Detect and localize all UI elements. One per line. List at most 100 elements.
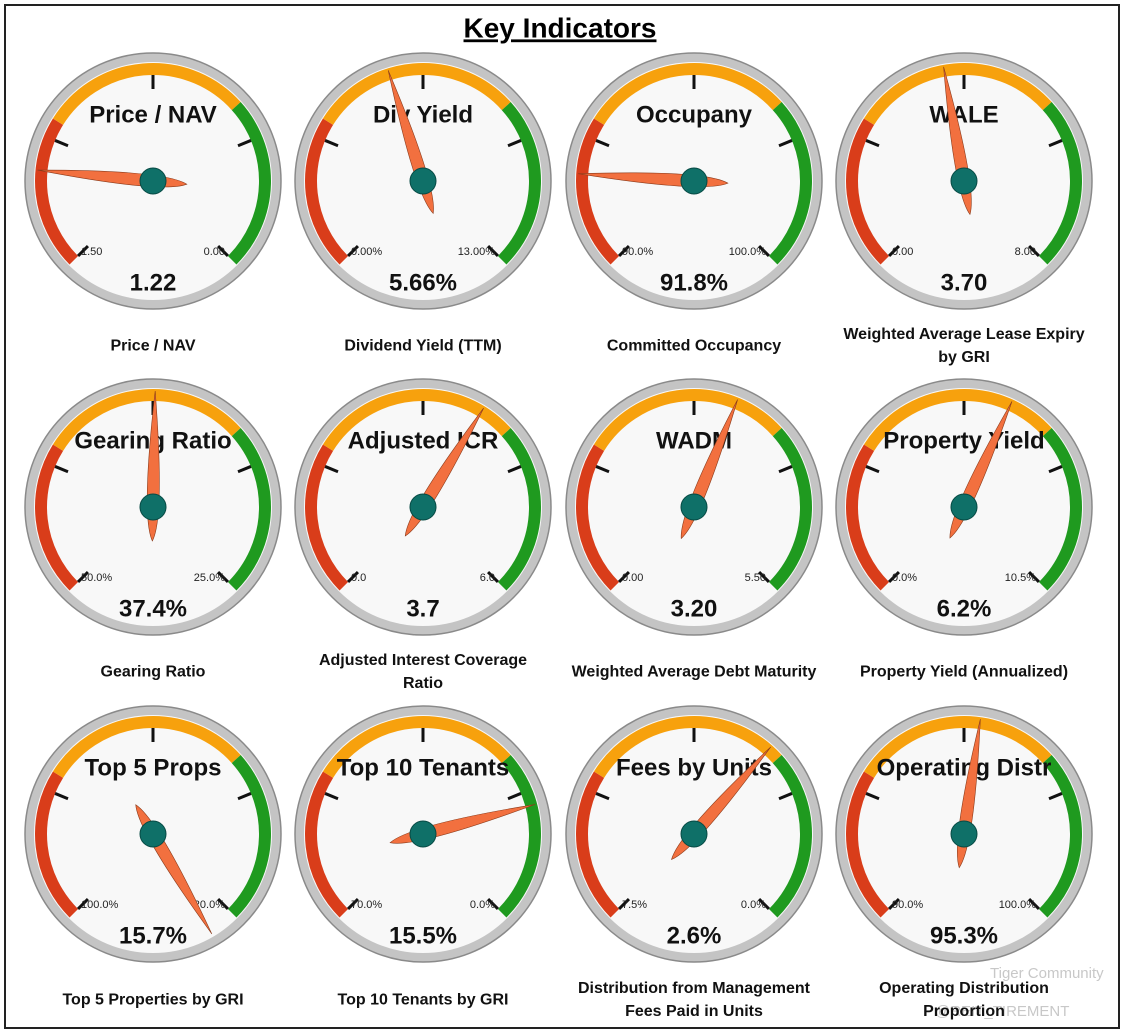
gauge-tick [216, 570, 230, 584]
page-title: Key Indicators [464, 12, 657, 43]
gauge-tick [507, 792, 522, 801]
gauge-title: WALE [929, 101, 998, 128]
gauge-tick [54, 465, 69, 474]
gauge-hub [950, 493, 978, 521]
gauge-title: Top 10 Tenants [337, 754, 509, 781]
gauge-max-label: 10.5% [1005, 572, 1036, 584]
gauge-min-label: 0.0% [892, 572, 917, 584]
gauge-hub [139, 167, 167, 195]
gauge-tick [757, 570, 771, 584]
gauge-hub [680, 493, 708, 521]
gauge-max-label: 13.00% [458, 246, 496, 258]
gauge-max-label: 8.00 [1015, 246, 1036, 258]
gauge-tick [507, 465, 522, 474]
gauge-band [322, 716, 511, 778]
gauge-band [227, 102, 271, 265]
gauge-min-label: 1.50 [81, 246, 102, 258]
gauge-caption: Top 5 Properties by GRI [62, 991, 244, 1009]
gauge-max-label: 0.00 [204, 246, 225, 258]
gauge-band [863, 389, 1052, 451]
gauge-band [305, 771, 349, 918]
gauge-min-label: 50.0% [81, 572, 112, 584]
gauge-band [768, 755, 812, 918]
gauge-tick [324, 792, 339, 801]
gauge-value-label: 3.70 [941, 269, 988, 296]
gauge-caption: Gearing Ratio [100, 663, 206, 681]
gauge-tick [595, 139, 610, 148]
gauge-hub [950, 167, 978, 195]
gauge-min-label: 90.0% [622, 246, 653, 258]
gauge-band [1038, 428, 1082, 591]
gauge-band [863, 716, 1052, 778]
gauge-hub [139, 820, 167, 848]
gauge-tick [1048, 792, 1063, 801]
gauge-hub [139, 493, 167, 521]
gauge-tick [757, 897, 771, 911]
gauge-band [768, 102, 812, 265]
gauge-tick [595, 465, 610, 474]
gauge-tick [346, 244, 360, 258]
gauge-tick [216, 244, 230, 258]
gauge-caption: Top 10 Tenants by GRI [337, 991, 509, 1009]
gauge-tick [54, 792, 69, 801]
gauge-hub [409, 820, 437, 848]
gauge-title: Property Yield [883, 427, 1044, 454]
gauge-band [305, 118, 349, 265]
gauge-value-label: 37.4% [119, 595, 187, 622]
gauge-hub [409, 493, 437, 521]
gauge-tick [76, 897, 90, 911]
gauge-tick [778, 139, 793, 148]
gauge-min-label: 0.00 [622, 572, 643, 584]
gauge-min-label: 0.00 [892, 246, 913, 258]
gauge-title: Price / NAV [89, 101, 217, 128]
gauge-band [305, 444, 349, 591]
gauge-tick [617, 570, 631, 584]
gauge-band [768, 428, 812, 591]
gauge-band [35, 444, 79, 591]
gauge-value-label: 1.22 [130, 269, 177, 296]
gauge-caption: Price / NAV [110, 337, 196, 355]
gauge-min-label: 0.00% [351, 246, 382, 258]
gauge-caption: Dividend Yield (TTM) [344, 337, 502, 355]
gauge-tick [76, 244, 90, 258]
gauge-tick [865, 792, 880, 801]
gauge-band [227, 428, 271, 591]
gauge-value-label: 3.20 [671, 595, 718, 622]
gauge-tick [1027, 244, 1041, 258]
gauge-band [576, 444, 620, 591]
gauge-band [863, 63, 1052, 125]
gauge-band [35, 118, 79, 265]
gauge-tick [865, 139, 880, 148]
gauge-band [576, 771, 620, 918]
gauge-max-label: 5.50 [745, 572, 766, 584]
gauge-min-label: 90.0% [892, 899, 923, 911]
gauge-band [497, 102, 541, 265]
gauge-caption: Adjusted Interest Coverage Ratio [318, 652, 528, 692]
gauge-tick [865, 465, 880, 474]
gauge-tick [595, 792, 610, 801]
watermark: Tiger Community [990, 965, 1104, 982]
gauge-tick [1048, 139, 1063, 148]
gauge-tick [887, 570, 901, 584]
gauge-band [227, 755, 271, 918]
gauge-min-label: 7.5% [622, 899, 647, 911]
gauge-band [846, 771, 890, 918]
gauge-value-label: 3.7 [406, 595, 439, 622]
gauge-tick [887, 897, 901, 911]
gauge-value-label: 95.3% [930, 922, 998, 949]
gauge-band [593, 716, 782, 778]
gauge-hub [409, 167, 437, 195]
gauge-band [1038, 755, 1082, 918]
gauge-min-label: 70.0% [351, 899, 382, 911]
gauge-tick [778, 465, 793, 474]
gauge-band [52, 389, 241, 451]
gauge-band [593, 63, 782, 125]
gauge-value-label: 15.7% [119, 922, 187, 949]
gauge-value-label: 15.5% [389, 922, 457, 949]
gauge-caption: Property Yield (Annualized) [859, 663, 1069, 681]
gauge-tick [346, 897, 360, 911]
gauge-title: Div Yield [373, 101, 473, 128]
gauge-max-label: 0.0% [470, 899, 495, 911]
